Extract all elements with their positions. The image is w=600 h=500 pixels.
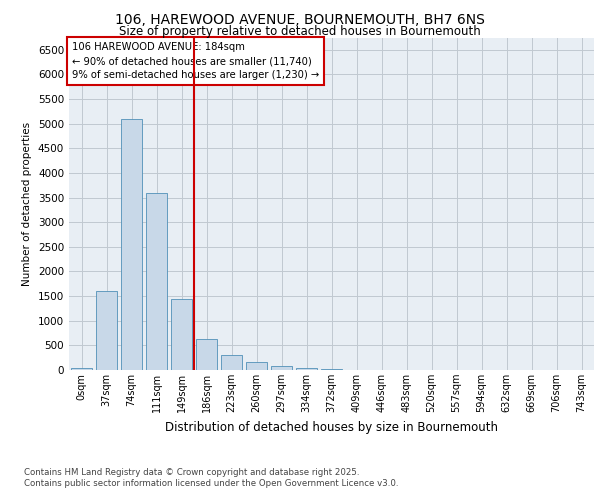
Text: Contains HM Land Registry data © Crown copyright and database right 2025.
Contai: Contains HM Land Registry data © Crown c… — [24, 468, 398, 487]
Bar — [171, 298, 192, 370]
X-axis label: Distribution of detached houses by size in Bournemouth: Distribution of detached houses by size … — [165, 420, 498, 434]
Bar — [196, 340, 217, 370]
Bar — [271, 366, 292, 370]
Bar — [246, 362, 267, 370]
Bar — [71, 368, 92, 370]
Bar — [146, 192, 167, 370]
Text: Size of property relative to detached houses in Bournemouth: Size of property relative to detached ho… — [119, 25, 481, 38]
Text: 106 HAREWOOD AVENUE: 184sqm
← 90% of detached houses are smaller (11,740)
9% of : 106 HAREWOOD AVENUE: 184sqm ← 90% of det… — [71, 42, 319, 80]
Bar — [221, 354, 242, 370]
Bar — [96, 291, 117, 370]
Bar — [121, 119, 142, 370]
Bar — [321, 369, 342, 370]
Bar — [296, 368, 317, 370]
Y-axis label: Number of detached properties: Number of detached properties — [22, 122, 32, 286]
Text: 106, HAREWOOD AVENUE, BOURNEMOUTH, BH7 6NS: 106, HAREWOOD AVENUE, BOURNEMOUTH, BH7 6… — [115, 12, 485, 26]
